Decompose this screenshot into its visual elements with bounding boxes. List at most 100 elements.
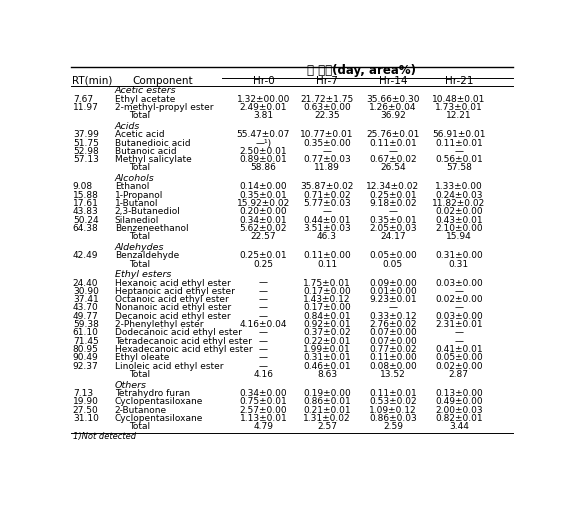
Text: 43.70: 43.70 (73, 304, 99, 312)
Text: 0.05±0.00: 0.05±0.00 (369, 251, 417, 260)
Text: 0.02±0.00: 0.02±0.00 (435, 207, 483, 216)
Text: 22.35: 22.35 (314, 112, 340, 120)
Text: 0.31±0.00: 0.31±0.00 (435, 251, 483, 260)
Text: 21.72±1.75: 21.72±1.75 (300, 95, 353, 104)
Text: 0.92±0.01: 0.92±0.01 (303, 320, 351, 329)
Text: 0.44±0.01: 0.44±0.01 (303, 216, 351, 225)
Text: 0.35±0.01: 0.35±0.01 (369, 216, 417, 225)
Text: Heptanoic acid ethyl ester: Heptanoic acid ethyl ester (115, 287, 234, 296)
Text: Dodecanoic acid ethyl ester: Dodecanoic acid ethyl ester (115, 328, 242, 337)
Text: 1.09±0.12: 1.09±0.12 (369, 406, 417, 414)
Text: 0.46±0.01: 0.46±0.01 (303, 362, 351, 371)
Text: 1)Not detected: 1)Not detected (73, 432, 136, 441)
Text: Aldehydes: Aldehydes (115, 243, 164, 252)
Text: 55.47±0.07: 55.47±0.07 (237, 130, 290, 139)
Text: Linoleic acid ethyl ester: Linoleic acid ethyl ester (115, 362, 223, 371)
Text: 0.07±0.00: 0.07±0.00 (369, 328, 417, 337)
Text: Hr-21: Hr-21 (445, 76, 473, 86)
Text: —: — (259, 337, 268, 346)
Text: 1.33±0.00: 1.33±0.00 (435, 183, 483, 191)
Text: Acetic esters: Acetic esters (115, 86, 176, 95)
Text: 42.49: 42.49 (73, 251, 98, 260)
Text: Ethanol: Ethanol (115, 183, 149, 191)
Text: 3.51±0.03: 3.51±0.03 (303, 224, 351, 233)
Text: 36.92: 36.92 (380, 112, 406, 120)
Text: 0.53±0.02: 0.53±0.02 (369, 397, 417, 406)
Text: 0.11: 0.11 (317, 260, 337, 269)
Text: 27.50: 27.50 (73, 406, 99, 414)
Text: 1.26±0.04: 1.26±0.04 (369, 103, 417, 112)
Text: Ethyl oleate: Ethyl oleate (115, 353, 169, 362)
Text: 0.02±0.00: 0.02±0.00 (435, 362, 483, 371)
Text: 4.79: 4.79 (254, 422, 274, 431)
Text: 4.16: 4.16 (254, 370, 274, 379)
Text: Alcohols: Alcohols (115, 174, 154, 183)
Text: 25.76±0.01: 25.76±0.01 (366, 130, 420, 139)
Text: —: — (259, 279, 268, 288)
Text: 35.66±0.30: 35.66±0.30 (366, 95, 420, 104)
Text: 0.82±0.01: 0.82±0.01 (435, 414, 483, 423)
Text: 1.75±0.01: 1.75±0.01 (303, 279, 351, 288)
Text: 11.97: 11.97 (73, 103, 99, 112)
Text: Component: Component (132, 76, 193, 86)
Text: 30.90: 30.90 (73, 287, 99, 296)
Text: 0.43±0.01: 0.43±0.01 (435, 216, 483, 225)
Text: 10.48±0.01: 10.48±0.01 (432, 95, 486, 104)
Text: Hr-14: Hr-14 (378, 76, 407, 86)
Text: 1.43±0.12: 1.43±0.12 (303, 295, 351, 304)
Text: 1-Propanol: 1-Propanol (115, 191, 163, 200)
Text: 24.17: 24.17 (380, 232, 406, 241)
Text: 0.84±0.01: 0.84±0.01 (303, 312, 351, 321)
Text: 0.33±0.12: 0.33±0.12 (369, 312, 417, 321)
Text: Cyclopentasiloxane: Cyclopentasiloxane (115, 397, 203, 406)
Text: 1.32±00.00: 1.32±00.00 (237, 95, 290, 104)
Text: 0.08±0.00: 0.08±0.00 (369, 362, 417, 371)
Text: Benzeneethanol: Benzeneethanol (115, 224, 188, 233)
Text: Total: Total (129, 260, 150, 269)
Text: 2.31±0.01: 2.31±0.01 (435, 320, 483, 329)
Text: Ethyl acetate: Ethyl acetate (115, 95, 175, 104)
Text: 7.67: 7.67 (73, 95, 93, 104)
Text: 71.45: 71.45 (73, 337, 99, 346)
Text: 61.10: 61.10 (73, 328, 99, 337)
Text: 57.58: 57.58 (446, 164, 472, 173)
Text: —: — (259, 362, 268, 371)
Text: —: — (259, 304, 268, 312)
Text: Butanoic acid: Butanoic acid (115, 147, 176, 156)
Text: —: — (454, 304, 463, 312)
Text: Total: Total (129, 422, 150, 431)
Text: 11.89: 11.89 (314, 164, 340, 173)
Text: 2.00±0.03: 2.00±0.03 (435, 406, 483, 414)
Text: —: — (454, 328, 463, 337)
Text: 46.3: 46.3 (317, 232, 337, 241)
Text: 2.57: 2.57 (317, 422, 337, 431)
Text: —: — (454, 287, 463, 296)
Text: 0.21±0.01: 0.21±0.01 (303, 406, 351, 414)
Text: —: — (259, 345, 268, 354)
Text: Ethyl esters: Ethyl esters (115, 270, 171, 279)
Text: 26.54: 26.54 (380, 164, 406, 173)
Text: 35.87±0.02: 35.87±0.02 (300, 183, 354, 191)
Text: —: — (259, 312, 268, 321)
Text: 0.01±0.00: 0.01±0.00 (369, 287, 417, 296)
Text: 0.25±0.01: 0.25±0.01 (369, 191, 417, 200)
Text: Total: Total (129, 112, 150, 120)
Text: 2,3-Butanediol: 2,3-Butanediol (115, 207, 181, 216)
Text: 1.73±0.01: 1.73±0.01 (435, 103, 483, 112)
Text: 92.37: 92.37 (73, 362, 99, 371)
Text: —: — (259, 328, 268, 337)
Text: Cyclopentasiloxane: Cyclopentasiloxane (115, 414, 203, 423)
Text: 1-Butanol: 1-Butanol (115, 199, 158, 208)
Text: 0.17±0.00: 0.17±0.00 (303, 304, 351, 312)
Text: 2.10±0.00: 2.10±0.00 (435, 224, 483, 233)
Text: 0.11±0.00: 0.11±0.00 (369, 353, 417, 362)
Text: 0.17±0.00: 0.17±0.00 (303, 287, 351, 296)
Text: 2-methyl-propyl ester: 2-methyl-propyl ester (115, 103, 213, 112)
Text: 1.99±0.01: 1.99±0.01 (303, 345, 351, 354)
Text: 0.19±0.00: 0.19±0.00 (303, 389, 351, 398)
Text: —: — (454, 337, 463, 346)
Text: Tetradecanoic acid ethyl ester: Tetradecanoic acid ethyl ester (115, 337, 251, 346)
Text: 0.37±0.02: 0.37±0.02 (303, 328, 351, 337)
Text: 9.08: 9.08 (73, 183, 93, 191)
Text: 쌀 식초(day, area%): 쌀 식초(day, area%) (307, 64, 416, 77)
